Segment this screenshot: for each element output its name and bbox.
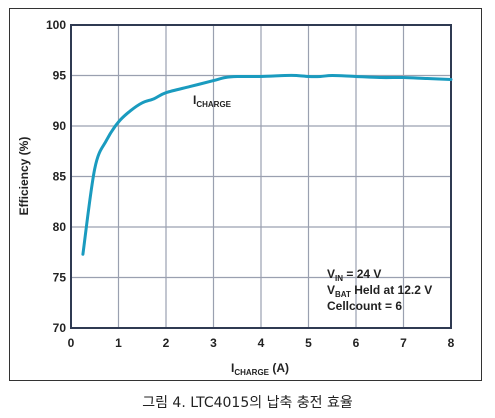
efficiency-chart: 0 1 2 3 4 5 6 7 8 70 75 80 85 90 95 100 Efficiency (%)…	[17, 18, 455, 377]
x-tick-label: 0	[68, 336, 75, 350]
data-point	[426, 77, 429, 80]
x-tick-label: 2	[163, 336, 170, 350]
x-tick-label: 8	[448, 336, 455, 350]
series-label-icharge: ICHARGE	[193, 93, 232, 109]
x-axis-label: ICHARGE (A)	[231, 361, 289, 377]
data-point	[355, 75, 357, 78]
annotation-cellcount: Cellcount = 6	[327, 299, 402, 313]
data-point	[165, 91, 167, 94]
y-tick-label: 70	[53, 321, 67, 335]
data-point	[212, 79, 215, 82]
data-point	[450, 78, 452, 81]
data-point	[188, 85, 191, 88]
conditions-annotation: VIN = 24 V VBAT Held at 12.2 V Cellcount…	[327, 267, 432, 313]
data-point	[236, 75, 239, 78]
data-point	[402, 76, 405, 79]
y-tick-label: 95	[53, 69, 67, 83]
plot-area-border	[70, 24, 452, 329]
y-tick-label: 85	[53, 170, 67, 184]
x-tick-label: 6	[353, 336, 360, 350]
figure-frame	[9, 8, 482, 381]
data-point	[295, 74, 298, 77]
data-point	[260, 75, 262, 78]
data-point	[129, 110, 132, 112]
data-point	[117, 121, 120, 123]
data-point	[105, 139, 108, 141]
data-point	[93, 167, 96, 170]
y-tick-label: 90	[53, 119, 67, 133]
x-tick-label: 4	[258, 336, 265, 350]
x-tick-label: 7	[400, 336, 407, 350]
y-tick-labels: 70 75 80 85 90 95 100	[46, 18, 66, 335]
data-point	[82, 253, 84, 256]
y-tick-label: 75	[53, 271, 67, 285]
data-point	[283, 74, 286, 77]
annotation-vin: VIN = 24 V	[327, 267, 381, 283]
figure-caption: 그림 4. LTC4015의 납축 충전 효율	[142, 395, 353, 411]
annotation-vbat: VBAT Held at 12.2 V	[327, 283, 432, 299]
data-point	[378, 76, 381, 79]
y-tick-label: 100	[46, 18, 66, 32]
data-point	[331, 74, 334, 77]
x-tick-label: 5	[305, 336, 312, 350]
x-tick-label: 3	[210, 336, 217, 350]
data-point	[224, 76, 227, 79]
x-tick-label: 1	[115, 336, 122, 350]
series-points	[82, 74, 452, 256]
x-tick-labels: 0 1 2 3 4 5 6 7 8	[68, 336, 455, 350]
data-point	[153, 97, 155, 100]
data-point	[319, 75, 322, 78]
data-point	[307, 75, 310, 78]
y-axis-label: Efficiency (%)	[17, 137, 31, 216]
y-tick-label: 80	[53, 220, 67, 234]
data-point	[141, 101, 144, 104]
